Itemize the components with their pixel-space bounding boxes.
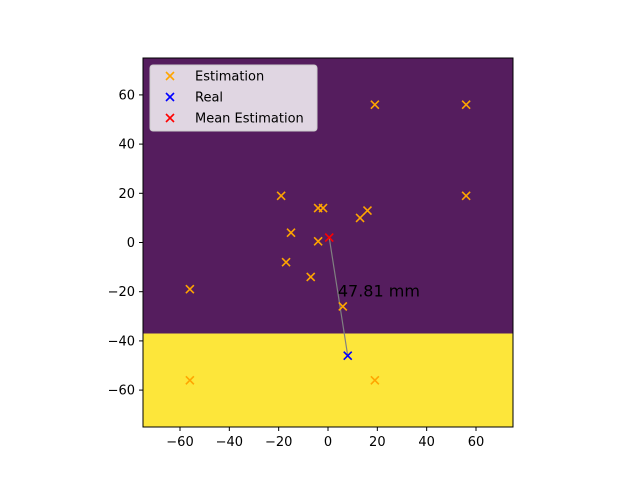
mean-estimation-point — [324, 233, 334, 243]
y-axis: −60 −40 −20 0 20 40 60 — [108, 88, 143, 399]
y-tick-label: 20 — [118, 187, 135, 202]
y-tick-label: 0 — [127, 236, 135, 251]
estimation-point — [461, 100, 471, 110]
estimation-point — [338, 301, 348, 312]
x-tick-label: −40 — [216, 435, 243, 450]
estimation-point — [318, 203, 328, 213]
error-line-layer — [328, 237, 349, 356]
estimation-point — [370, 100, 380, 110]
estimation-point — [276, 191, 286, 201]
legend-marker — [165, 92, 175, 102]
x-tick-label: −20 — [265, 435, 292, 450]
x-tick-label: 40 — [418, 435, 435, 450]
estimation-point — [306, 272, 316, 282]
y-tick-label: −20 — [108, 285, 135, 300]
legend-label: Estimation — [195, 70, 264, 85]
legend-marker — [165, 71, 175, 81]
estimation-point — [461, 191, 471, 201]
x-tick-label: 60 — [468, 435, 485, 450]
legend-marker — [165, 113, 175, 123]
estimation-point — [362, 205, 373, 216]
distance-annotation: 47.81 mm — [338, 282, 420, 301]
error-line — [328, 237, 349, 356]
x-tick-label: −60 — [166, 435, 193, 450]
y-tick-label: 40 — [118, 138, 135, 153]
y-tick-label: −40 — [108, 334, 135, 349]
legend-box — [149, 64, 318, 132]
y-tick-label: −60 — [108, 384, 135, 399]
estimation-point — [286, 228, 296, 238]
x-tick-label: 0 — [324, 435, 332, 450]
real-point — [343, 351, 353, 361]
background-region-1 — [143, 333, 513, 427]
estimation-point — [313, 236, 323, 246]
y-tick-label: 60 — [118, 88, 135, 103]
estimation-point — [281, 257, 291, 267]
estimation-point — [370, 375, 380, 385]
background-regions — [143, 58, 513, 427]
legend-label: Real — [195, 91, 223, 106]
estimation-point — [185, 284, 195, 294]
legend-label: Mean Estimation — [195, 112, 304, 127]
points-layer — [185, 100, 471, 385]
x-axis: −60 −40 −20 0 20 40 60 — [166, 427, 484, 450]
estimation-point — [185, 375, 195, 385]
x-tick-label: 20 — [369, 435, 386, 450]
estimation-point — [355, 213, 365, 223]
legend: Estimation Real Mean Estimation — [149, 64, 318, 132]
